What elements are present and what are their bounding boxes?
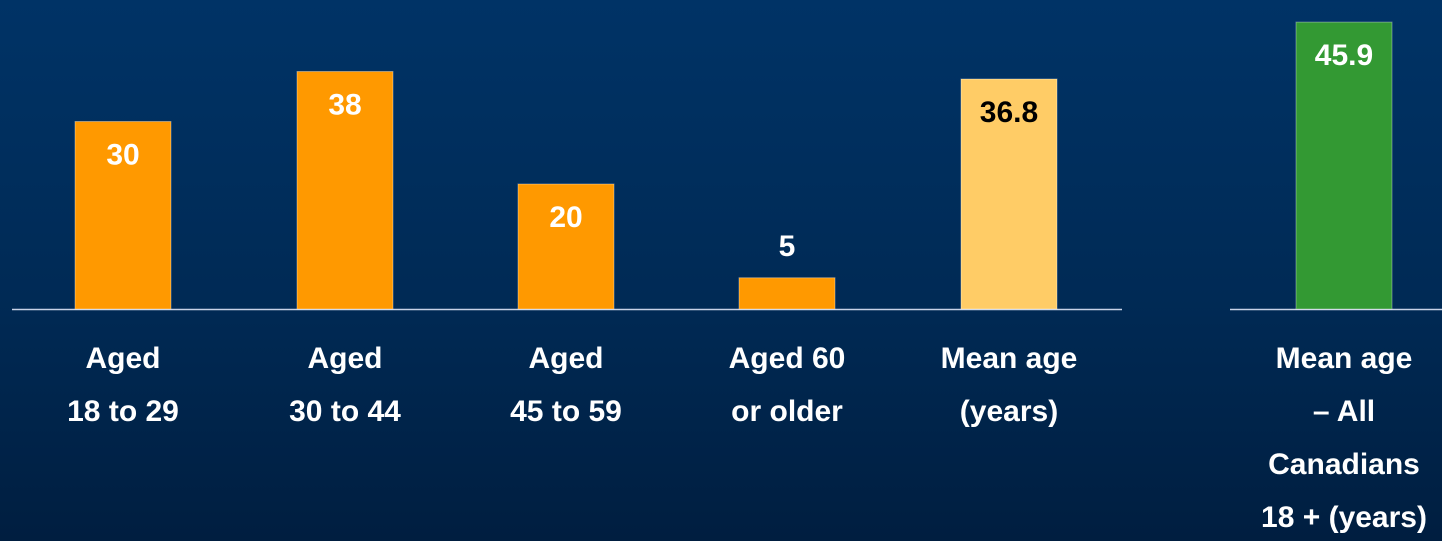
- category-label: or older: [731, 395, 843, 428]
- chart-left: 30 Aged 18 to 29 38 Aged 30 to 44 20 Aged 45 to …: [12, 71, 1122, 428]
- category-label: 45 to 59: [510, 395, 622, 428]
- bar: [1295, 21, 1393, 310]
- bar: [738, 277, 836, 310]
- category-label: Mean age: [941, 342, 1078, 375]
- category-label: 18 to 29: [67, 395, 179, 428]
- bar: [960, 78, 1058, 310]
- category-label: (years): [960, 395, 1058, 428]
- category-label: Aged: [529, 342, 604, 375]
- bar-value-label: 36.8: [980, 96, 1038, 129]
- bar-value-label: 38: [328, 89, 361, 122]
- bar: [296, 71, 394, 310]
- category-label: Mean age: [1276, 342, 1413, 375]
- bar-value-label: 30: [106, 139, 139, 172]
- category-label: 30 to 44: [289, 395, 401, 428]
- bar-value-label: 45.9: [1315, 39, 1373, 72]
- category-label: Canadians: [1268, 448, 1420, 481]
- category-label: Aged: [86, 342, 161, 375]
- category-label: – All: [1313, 395, 1375, 428]
- chart-right: 45.9 Mean age – All Canadians 18 + (years): [1230, 21, 1442, 534]
- category-label: Aged 60: [729, 342, 846, 375]
- category-label: 18 + (years): [1261, 501, 1427, 534]
- bar: [517, 183, 615, 310]
- bar: [74, 121, 172, 310]
- bar-value-label: 5: [779, 230, 796, 263]
- bar-value-label: 20: [549, 201, 582, 234]
- category-label: Aged: [308, 342, 383, 375]
